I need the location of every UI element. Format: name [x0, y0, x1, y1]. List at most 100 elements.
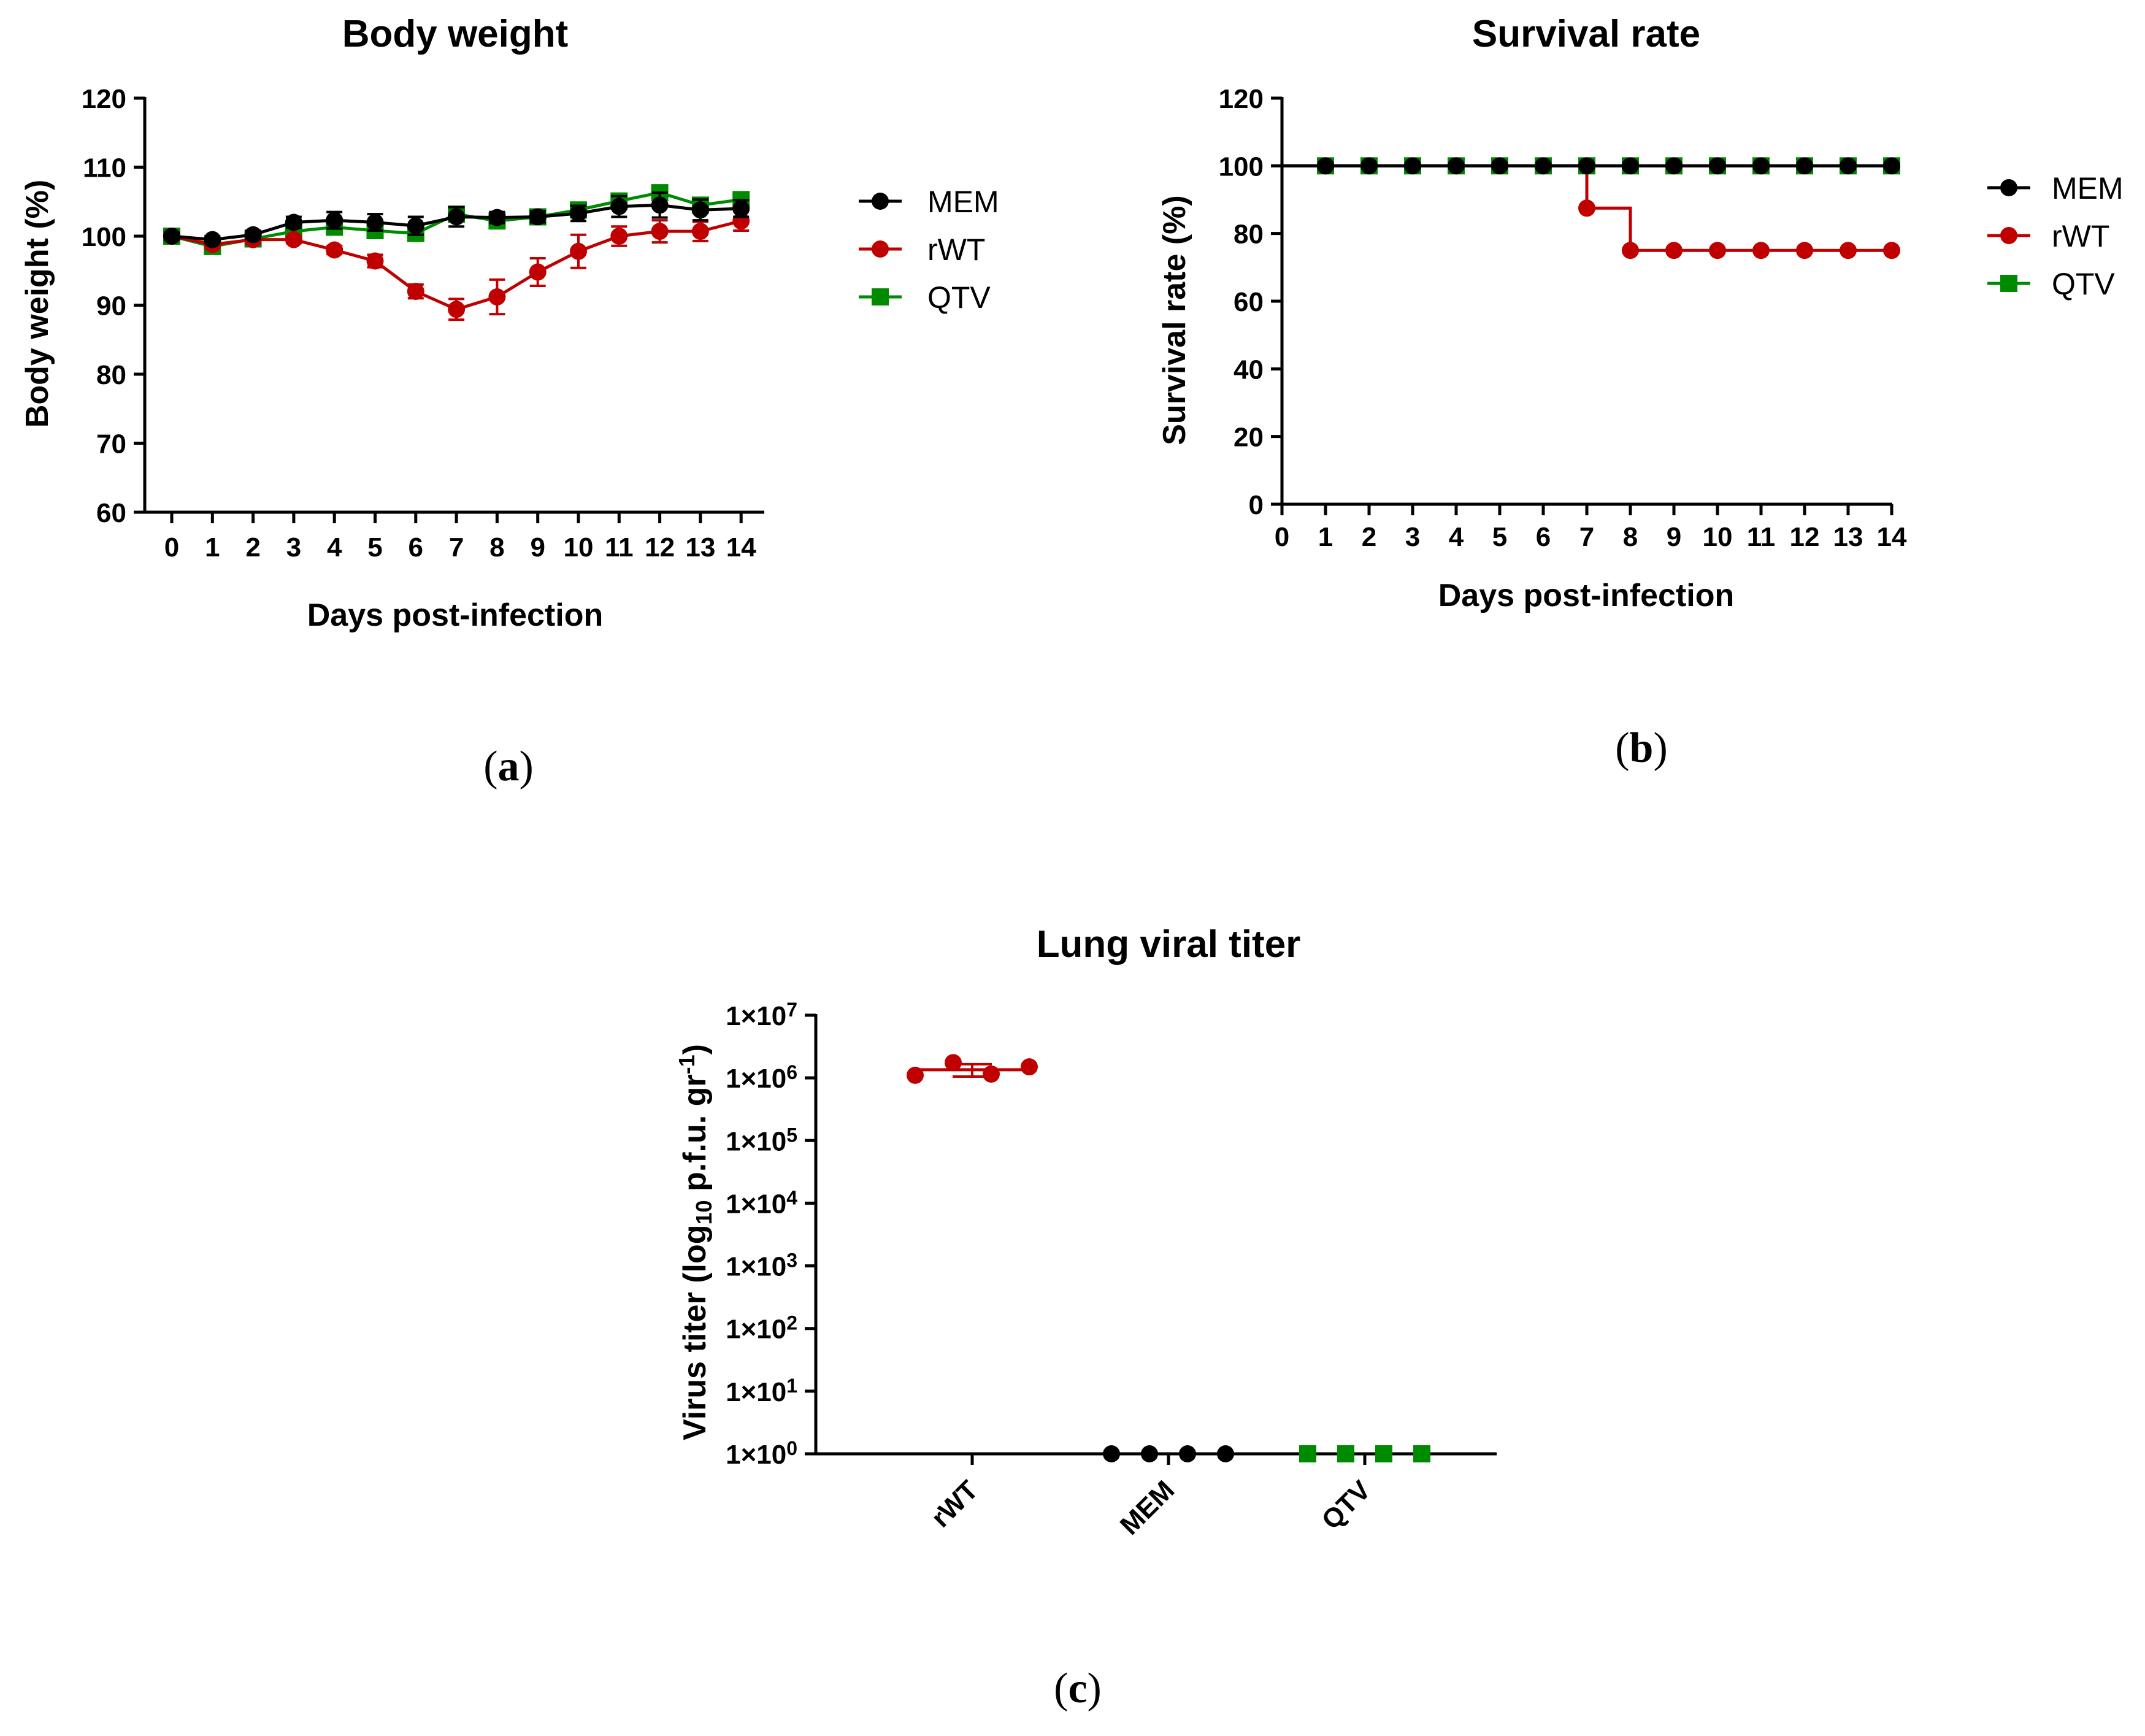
- data-point: [570, 242, 587, 260]
- panel-label-a: (a): [483, 743, 534, 790]
- y-label-part: Virus titer (log: [677, 1224, 713, 1440]
- legend-label-MEM: MEM: [2052, 171, 2124, 205]
- data-point: [651, 196, 669, 214]
- data-point: [1665, 157, 1683, 175]
- x-tick-label: QTV: [1316, 1475, 1376, 1535]
- x-tick-label: 5: [367, 532, 382, 563]
- data-point: [1622, 157, 1639, 175]
- data-point: [570, 204, 587, 222]
- data-point: [1752, 242, 1770, 259]
- group-rWT: [907, 1054, 1038, 1084]
- data-point: [244, 226, 262, 244]
- data-point: [907, 1066, 924, 1084]
- data-point: [691, 201, 709, 219]
- x-tick-label: 7: [449, 532, 464, 563]
- x-tick-label: 11: [605, 532, 634, 563]
- x-tick-label: 4: [327, 532, 342, 563]
- data-point: [448, 301, 466, 318]
- panel-label-b: (b): [1615, 724, 1668, 772]
- data-point: [1360, 157, 1378, 175]
- x-tick-label: 2: [245, 532, 260, 563]
- series-MEM: [1282, 157, 1900, 175]
- data-point: [326, 212, 343, 229]
- x-tick-label: 3: [1405, 522, 1420, 552]
- legend-marker: [872, 288, 889, 305]
- data-point: [983, 1065, 1000, 1083]
- data-point: [366, 252, 384, 270]
- data-point: [366, 213, 384, 231]
- data-point: [407, 283, 424, 300]
- x-tick-label: 8: [489, 532, 504, 563]
- series-MEM: [163, 191, 750, 248]
- y-tick-label: 1×101: [726, 1374, 797, 1407]
- chart-title: Lung viral titer: [1037, 923, 1301, 966]
- group-MEM: [1103, 1445, 1234, 1462]
- data-point: [529, 208, 547, 226]
- data-point: [1535, 157, 1552, 175]
- legend-label-QTV: QTV: [927, 280, 991, 315]
- data-point: [529, 263, 547, 281]
- x-tick-label: 1: [1318, 522, 1333, 552]
- data-point: [945, 1054, 962, 1072]
- data-point: [1103, 1445, 1120, 1462]
- x-tick-label: 10: [1703, 522, 1733, 552]
- x-tick-label: 14: [1877, 522, 1907, 552]
- x-tick-label: 14: [726, 532, 756, 563]
- data-point: [1491, 157, 1508, 175]
- data-point: [326, 241, 343, 259]
- data-point: [1375, 1445, 1392, 1462]
- data-point: [732, 200, 750, 217]
- panel-label-c: (c): [1054, 1665, 1102, 1712]
- x-axis-label: Days post-infection: [307, 597, 604, 633]
- data-point: [1413, 1445, 1430, 1462]
- legend-marker: [2000, 227, 2017, 244]
- data-point: [1709, 242, 1726, 259]
- y-tick-label: 70: [96, 429, 126, 459]
- data-point: [1179, 1445, 1196, 1462]
- x-tick-label: 0: [1275, 522, 1289, 552]
- data-point: [651, 223, 669, 240]
- data-point: [448, 208, 466, 226]
- data-point: [1709, 157, 1726, 175]
- data-point: [1217, 1445, 1234, 1462]
- legend-label-rWT: rWT: [2052, 219, 2109, 253]
- panel-b-survival-rate: Survival rate Days post-infection Surviv…: [1157, 13, 2124, 613]
- x-tick-label: 1: [205, 532, 220, 563]
- data-point: [1796, 157, 1813, 175]
- y-tick-label: 80: [1234, 220, 1264, 250]
- x-tick-label: 2: [1362, 522, 1376, 552]
- x-axis-label: Days post-infection: [1438, 578, 1735, 613]
- data-point: [1665, 242, 1683, 259]
- y-label-subscript: 10: [691, 1200, 716, 1224]
- legend: MEM rWT QTV: [859, 185, 999, 315]
- panel-a-body-weight: Body weight Days post-infection Body wei…: [20, 13, 999, 633]
- y-tick-label: 110: [83, 153, 126, 183]
- x-tick-label: 3: [286, 532, 301, 563]
- data-point: [1337, 1445, 1354, 1462]
- y-tick-label: 100: [1219, 152, 1264, 182]
- x-tick-label: 5: [1492, 522, 1507, 552]
- x-tick-label: 11: [1747, 522, 1776, 552]
- y-label-part: ): [677, 1044, 713, 1054]
- legend-label-MEM: MEM: [927, 185, 999, 219]
- data-point: [610, 198, 628, 215]
- x-tick-label: 0: [164, 532, 179, 563]
- x-tick-label: 9: [530, 532, 545, 563]
- data-point: [285, 231, 302, 248]
- y-tick-label: 1×100: [726, 1437, 797, 1470]
- y-axis-label: Virus titer (log10 p.f.u. gr-1): [674, 1044, 716, 1440]
- chart-title: Body weight: [342, 13, 569, 55]
- chart-title: Survival rate: [1472, 13, 1700, 55]
- data-point: [488, 209, 506, 226]
- group-QTV: [1299, 1445, 1430, 1462]
- data-point: [1448, 157, 1465, 175]
- y-label-superscript: -1: [674, 1054, 699, 1074]
- y-tick-label: 1×102: [726, 1312, 797, 1344]
- y-tick-label: 100: [82, 222, 126, 252]
- x-tick-label: MEM: [1115, 1475, 1180, 1540]
- y-axis-label: Body weight (%): [20, 180, 55, 428]
- data-point: [1317, 157, 1334, 175]
- y-tick-label: 60: [1234, 287, 1264, 317]
- x-tick-label: rWT: [926, 1475, 984, 1533]
